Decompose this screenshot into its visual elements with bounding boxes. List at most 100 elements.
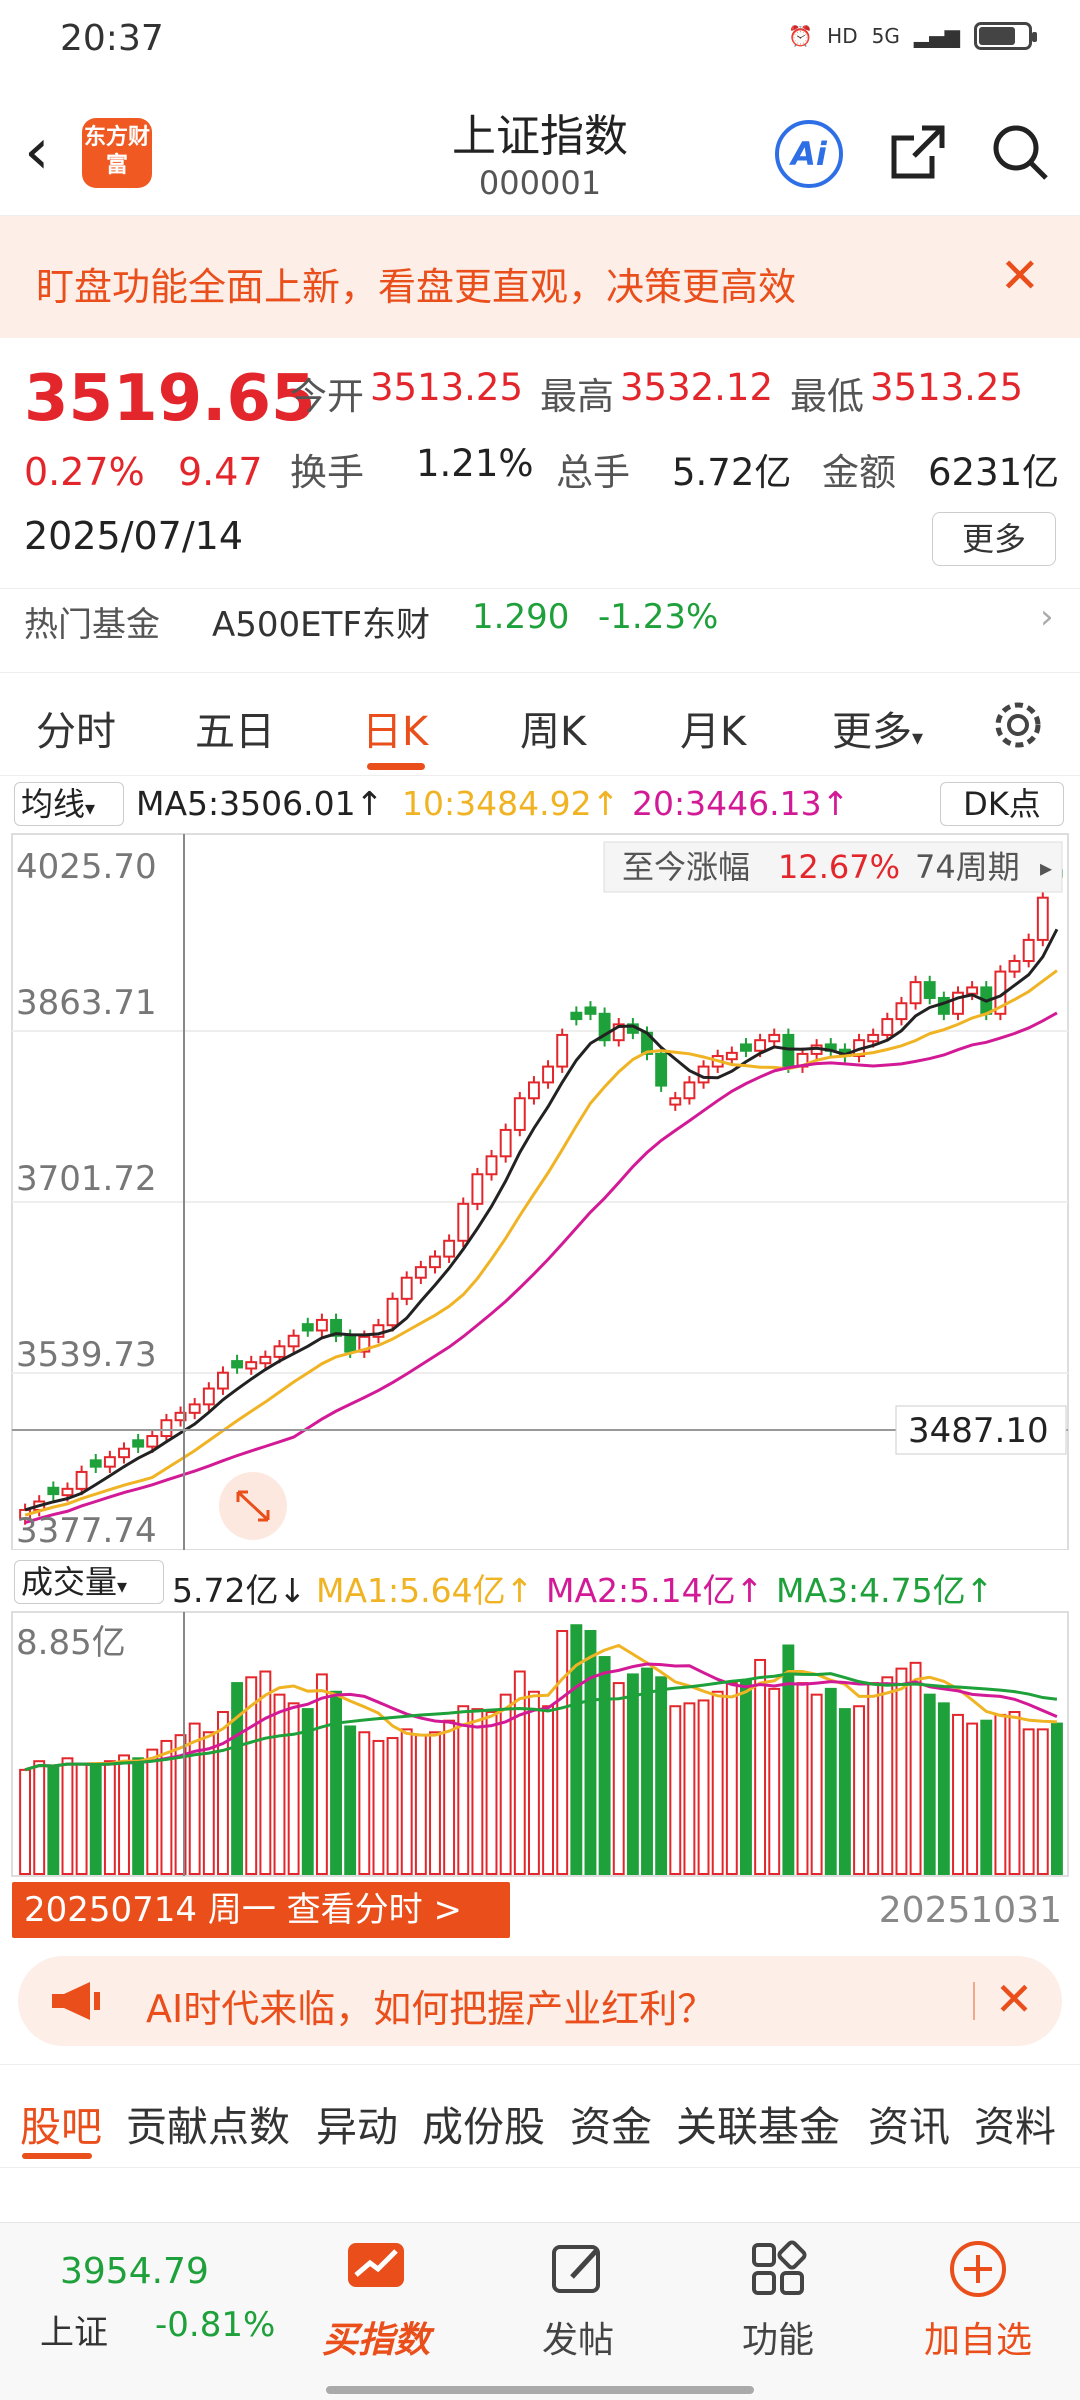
tab-intraday[interactable]: 分时 xyxy=(36,709,116,755)
volume-ma3: MA3:4.75亿↑ xyxy=(776,1571,994,1610)
edit-icon xyxy=(552,2245,600,2293)
candle xyxy=(895,1002,908,1021)
network-icon: 5G xyxy=(871,24,900,48)
tab-funds[interactable]: 资金 xyxy=(570,2103,652,2151)
ai-icon[interactable]: Ai xyxy=(775,120,843,188)
candle xyxy=(103,1456,116,1468)
candle xyxy=(118,1447,130,1459)
tab-profile[interactable]: 资料 xyxy=(974,2103,1056,2151)
volume-chart[interactable]: 8.85亿 xyxy=(0,1608,1080,1878)
nav-buy-index[interactable]: 买指数 xyxy=(306,2237,446,2363)
volume-bar xyxy=(669,1705,682,1876)
nav-add-watchlist[interactable]: 加自选 xyxy=(908,2237,1048,2363)
candle xyxy=(443,1239,456,1258)
candle xyxy=(725,1051,738,1061)
ma-legend: 均线▾ MA5:3506.01↑ 10:3484.92↑ 20:3446.13↑… xyxy=(0,778,1080,830)
volume-bar xyxy=(584,1630,597,1875)
tab-components[interactable]: 成份股 xyxy=(422,2103,545,2151)
volume-bar xyxy=(89,1765,102,1876)
tab-forum[interactable]: 股吧 xyxy=(20,2103,102,2151)
tab-daily-k[interactable]: 日K xyxy=(362,709,429,755)
candle xyxy=(217,1371,229,1390)
volume-bar xyxy=(33,1760,46,1876)
volume-bar xyxy=(47,1765,60,1876)
more-button[interactable]: 更多 xyxy=(932,512,1056,566)
search-icon[interactable] xyxy=(988,120,1052,184)
candle xyxy=(245,1361,258,1370)
back-icon[interactable]: ‹ xyxy=(24,115,50,189)
period-gain-box[interactable] xyxy=(603,841,1063,893)
quote-row-2: 换手 1.21% 总手 5.72亿 金额 6231亿 xyxy=(290,442,1059,496)
period-gain-label: 至今涨幅 xyxy=(622,848,750,886)
dk-point-button[interactable]: DK点 xyxy=(940,782,1064,826)
caret-down-icon: ▾ xyxy=(85,796,96,820)
period-tabs: 分时 五日 日K 周K 月K 更多▾ xyxy=(0,672,1080,776)
candle xyxy=(89,1459,102,1468)
hot-fund-row[interactable]: 热门基金 A500ETF东财 1.290 -1.23% › xyxy=(0,588,1080,660)
candle xyxy=(259,1355,272,1365)
quote-date: 2025/07/14 xyxy=(24,514,244,558)
tab-more[interactable]: 更多▾ xyxy=(832,699,923,757)
view-intraday-button[interactable]: 20250714 周一 查看分时 > xyxy=(12,1882,510,1938)
plus-circle-icon xyxy=(950,2241,1006,2297)
ytick-label: 4025.70 xyxy=(16,847,157,887)
ticker-name: 上证 xyxy=(40,2313,108,2353)
volume-bar xyxy=(202,1731,215,1875)
candle xyxy=(160,1419,173,1438)
volume-bar xyxy=(301,1708,314,1876)
chart-trend-icon xyxy=(348,2243,404,2287)
change-percent: 0.27% xyxy=(24,450,145,494)
volume-bar xyxy=(740,1679,752,1875)
tab-movement[interactable]: 异动 xyxy=(316,2103,398,2151)
volume-bar xyxy=(626,1673,639,1875)
candlestick-chart[interactable]: 4025.70 3863.71 3701.72 3539.73 3377.74 … xyxy=(0,830,1080,1550)
feature-banner[interactable]: 盯盘功能全面上新，看盘更直观，决策更高效 ✕ xyxy=(0,216,1080,338)
volume-bar xyxy=(711,1690,724,1875)
volume-bar xyxy=(1022,1728,1035,1875)
tab-news[interactable]: 资讯 xyxy=(868,2103,950,2151)
volume-bar xyxy=(485,1711,498,1875)
tab-contribution[interactable]: 贡献点数 xyxy=(126,2103,290,2151)
volume-ma1-line xyxy=(24,1643,1057,1772)
grid-icon xyxy=(752,2240,807,2295)
tab-related-funds[interactable]: 关联基金 xyxy=(676,2103,840,2151)
nav-post[interactable]: 发帖 xyxy=(508,2237,648,2363)
signal-icon: ▂▄▆ xyxy=(913,24,960,48)
tab-more-label: 更多 xyxy=(832,709,912,755)
volume-bar xyxy=(358,1731,371,1875)
volume-bar xyxy=(881,1676,894,1875)
volume-value: 5.72亿 xyxy=(672,451,792,494)
tab-five-day[interactable]: 五日 xyxy=(195,709,275,755)
volume-bar xyxy=(895,1667,908,1875)
volume-bar xyxy=(146,1748,159,1875)
volume-bar xyxy=(471,1708,484,1876)
ma-selector[interactable]: 均线▾ xyxy=(14,782,124,826)
home-indicator xyxy=(326,2386,754,2394)
period-count: 74周期 xyxy=(915,848,1020,886)
tab-weekly-k[interactable]: 周K xyxy=(520,709,587,755)
volume-bar xyxy=(994,1713,1007,1875)
tab-monthly-k[interactable]: 月K xyxy=(680,709,747,755)
share-icon[interactable] xyxy=(886,120,950,184)
candle xyxy=(768,1033,781,1043)
fund-pct: -1.23% xyxy=(598,597,719,637)
volume-bar xyxy=(527,1690,540,1875)
candle xyxy=(330,1318,342,1337)
high-label: 最高 xyxy=(540,375,614,418)
ai-banner[interactable]: AI时代来临，如何把握产业红利？ ✕ xyxy=(18,1956,1062,2046)
ytick-label: 3377.74 xyxy=(16,1511,157,1550)
low-label: 最低 xyxy=(790,375,864,418)
ma5-line xyxy=(24,928,1059,1512)
quote-panel: 3519.65 0.27% 9.47 2025/07/14 今开 3513.25 … xyxy=(0,338,1080,588)
close-icon[interactable]: ✕ xyxy=(999,248,1040,304)
volume-bar xyxy=(655,1676,668,1875)
volume-bar xyxy=(513,1670,526,1875)
volume-bar xyxy=(1050,1722,1063,1875)
gear-icon[interactable] xyxy=(990,697,1046,753)
nav-functions[interactable]: 功能 xyxy=(708,2237,848,2363)
volume-bar xyxy=(725,1682,738,1875)
volume-selector[interactable]: 成交量▾ xyxy=(14,1560,164,1604)
close-icon[interactable]: ✕ xyxy=(994,1972,1034,2026)
volume-bar xyxy=(75,1763,88,1876)
volume-label: 总手 xyxy=(556,451,630,494)
